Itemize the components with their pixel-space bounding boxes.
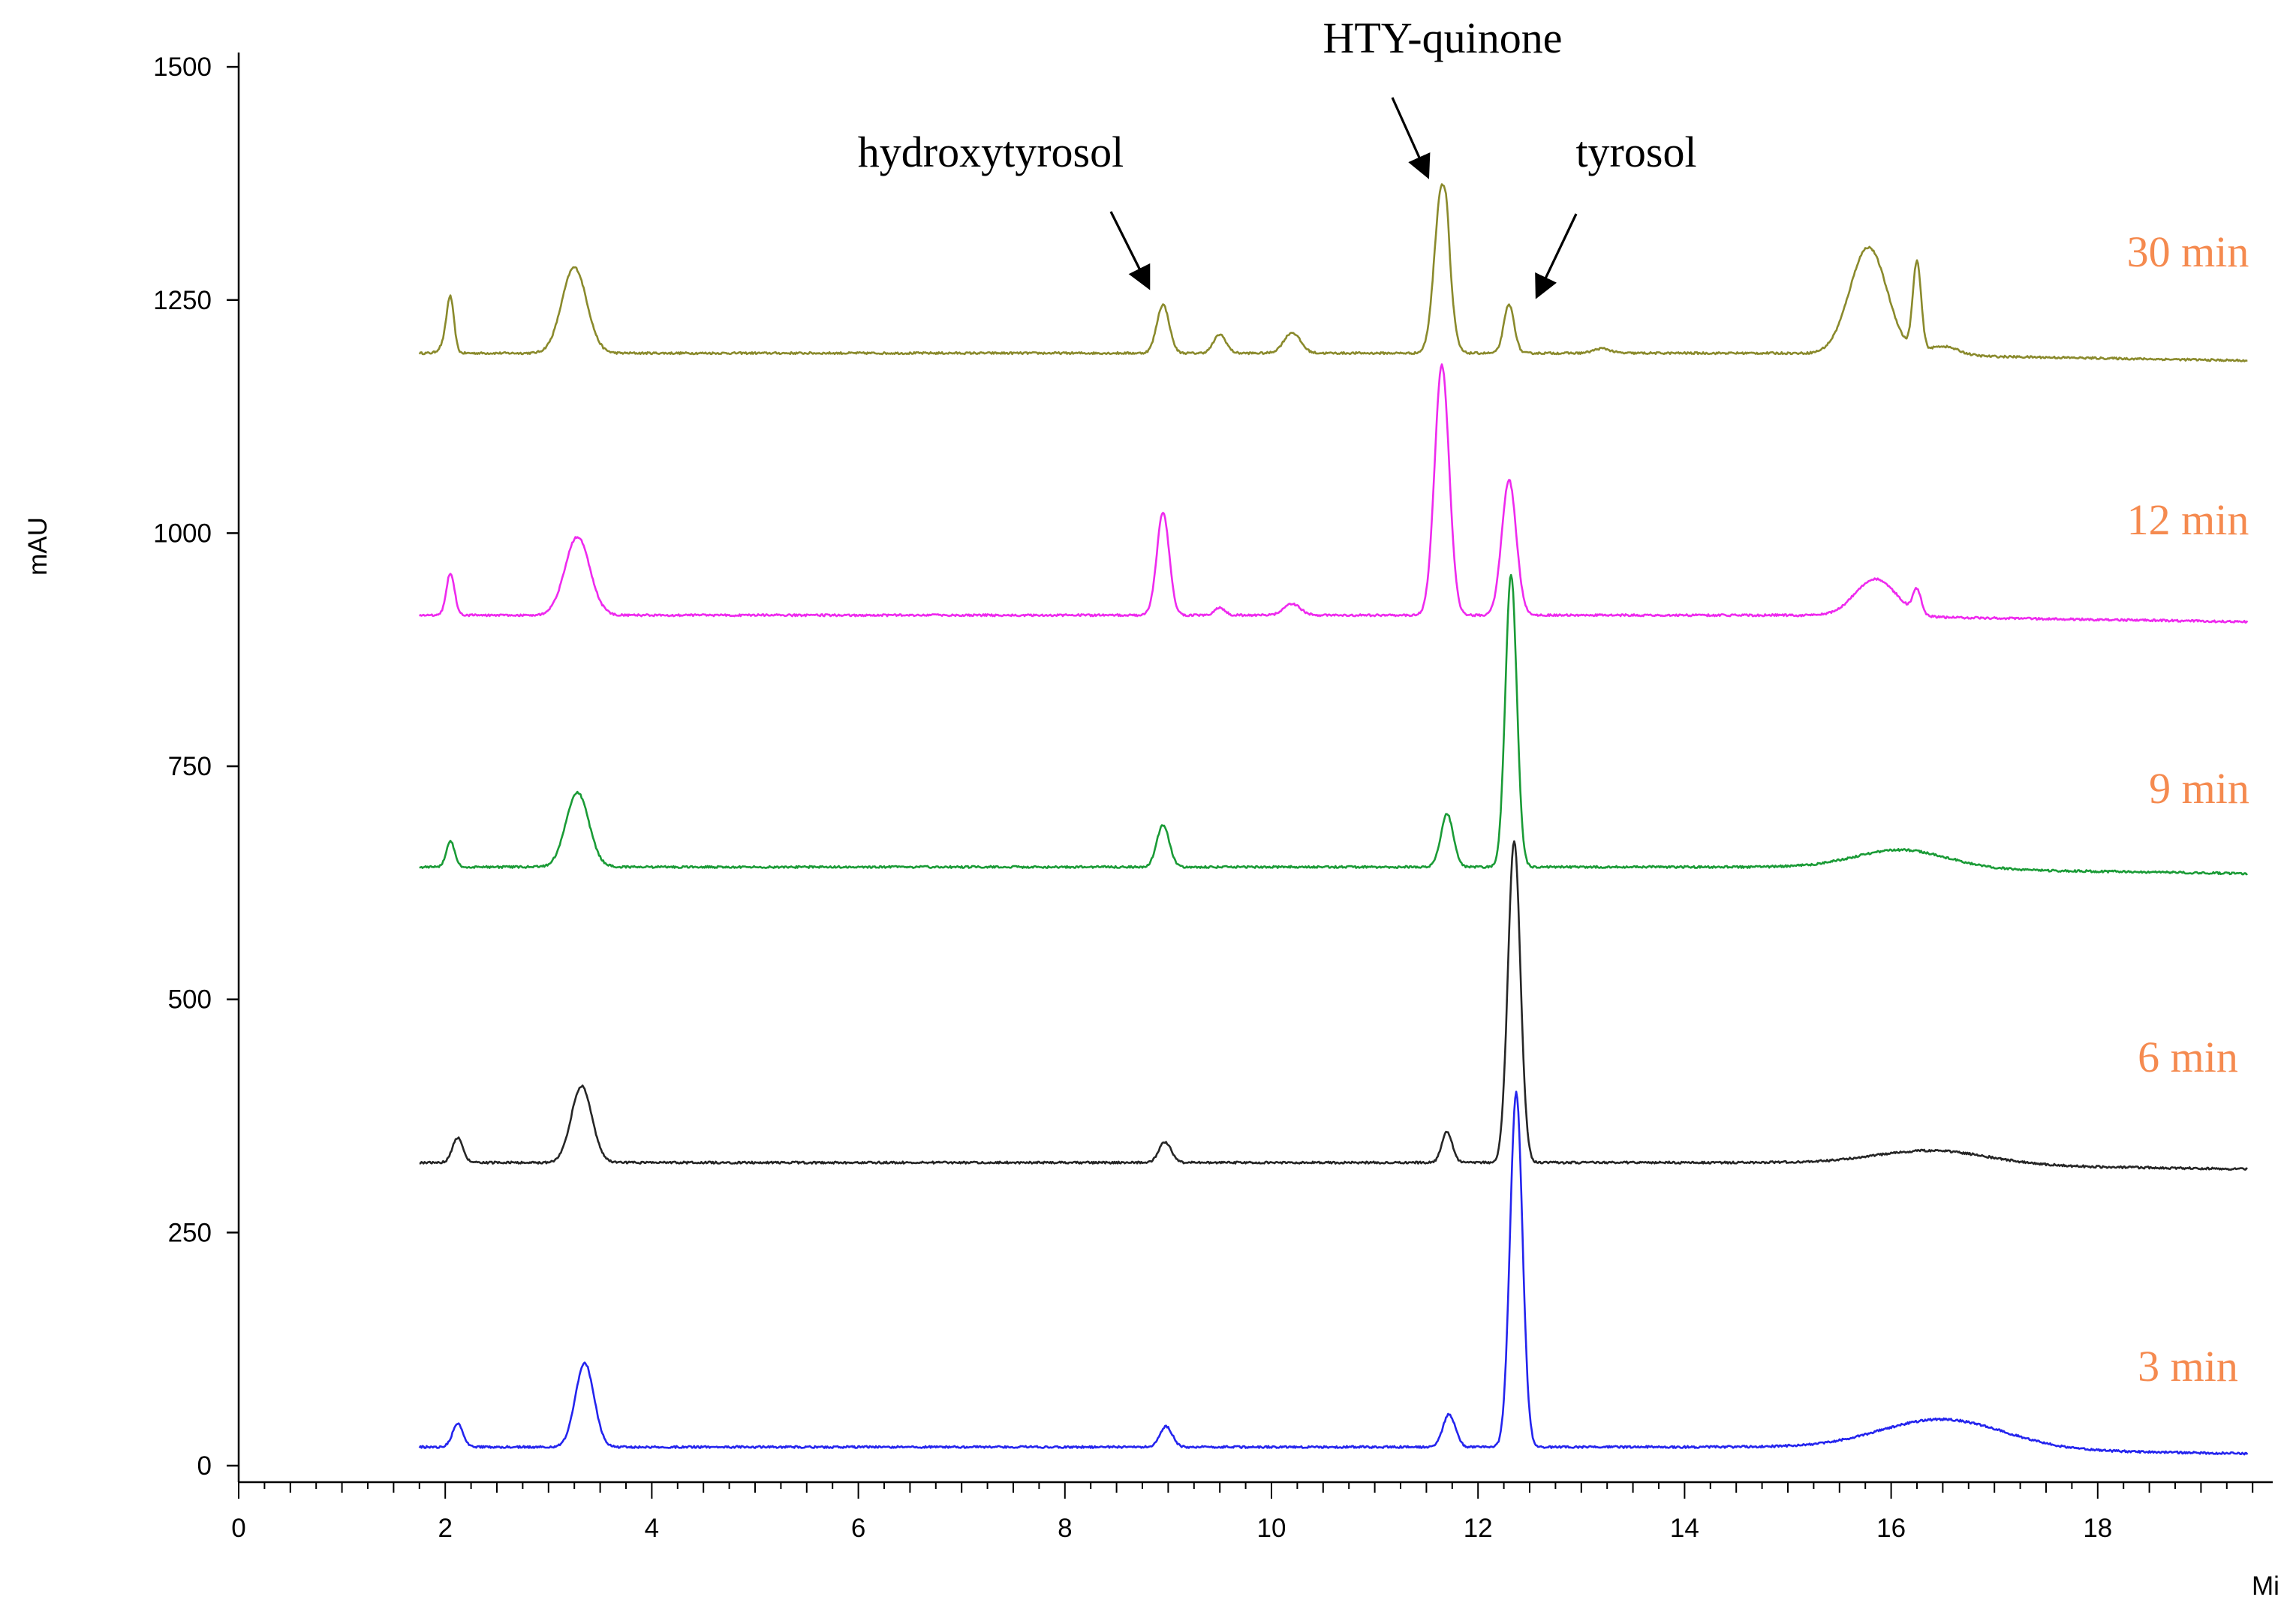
series-label: 3 min bbox=[2138, 1342, 2238, 1391]
annotation-arrow bbox=[1391, 97, 1431, 179]
x-tick-label: 6 bbox=[851, 1514, 865, 1543]
annotation-label: tyrosol bbox=[1575, 128, 1696, 176]
y-tick-label: 1250 bbox=[153, 286, 212, 315]
y-tick-label: 750 bbox=[168, 752, 212, 781]
y-tick-label: 500 bbox=[168, 985, 212, 1015]
x-axis-label: Mi bbox=[2252, 1571, 2279, 1601]
y-axis-label: mAU bbox=[23, 517, 53, 576]
axes: 0 250 500 750 1000 1250 1500 0 2 4 6 8 10 12 14 16 18 m… bbox=[23, 53, 2279, 1601]
y-tick-label: 1500 bbox=[153, 53, 212, 82]
x-tick-label: 14 bbox=[1670, 1514, 1699, 1543]
series-label: 9 min bbox=[2149, 764, 2249, 813]
annotations: hydroxytyrosol HTY-quinone tyrosol bbox=[858, 14, 1697, 299]
x-ticks: 0 2 4 6 8 10 12 14 16 18 bbox=[231, 1482, 2254, 1543]
annotation-label: HTY-quinone bbox=[1323, 14, 1563, 62]
x-tick-label: 16 bbox=[1876, 1514, 1906, 1543]
y-tick-label: 0 bbox=[197, 1451, 212, 1481]
x-tick-label: 0 bbox=[231, 1514, 245, 1543]
y-tick-label: 1000 bbox=[153, 519, 212, 548]
series-group bbox=[418, 183, 2249, 1456]
x-tick-label: 4 bbox=[645, 1514, 659, 1543]
series-line bbox=[419, 840, 2248, 1171]
y-tick-label: 250 bbox=[168, 1218, 212, 1247]
series-line bbox=[418, 1090, 2249, 1456]
series-line bbox=[418, 183, 2248, 362]
series-labels: 30 min 12 min 9 min 6 min 3 min bbox=[2127, 227, 2249, 1391]
x-tick-label: 18 bbox=[2083, 1514, 2112, 1543]
series-label: 6 min bbox=[2138, 1033, 2238, 1081]
y-ticks: 0 250 500 750 1000 1250 1500 bbox=[153, 53, 239, 1481]
x-tick-label: 12 bbox=[1464, 1514, 1493, 1543]
annotation-label: hydroxytyrosol bbox=[858, 128, 1124, 176]
series-label: 12 min bbox=[2127, 495, 2249, 544]
series-line bbox=[418, 363, 2249, 624]
annotation-arrow bbox=[1109, 211, 1151, 290]
series-line bbox=[419, 573, 2248, 876]
x-tick-label: 8 bbox=[1058, 1514, 1072, 1543]
x-tick-label: 2 bbox=[438, 1514, 452, 1543]
series-label: 30 min bbox=[2127, 227, 2249, 276]
annotation-arrow bbox=[1535, 213, 1578, 299]
x-tick-label: 10 bbox=[1257, 1514, 1286, 1543]
